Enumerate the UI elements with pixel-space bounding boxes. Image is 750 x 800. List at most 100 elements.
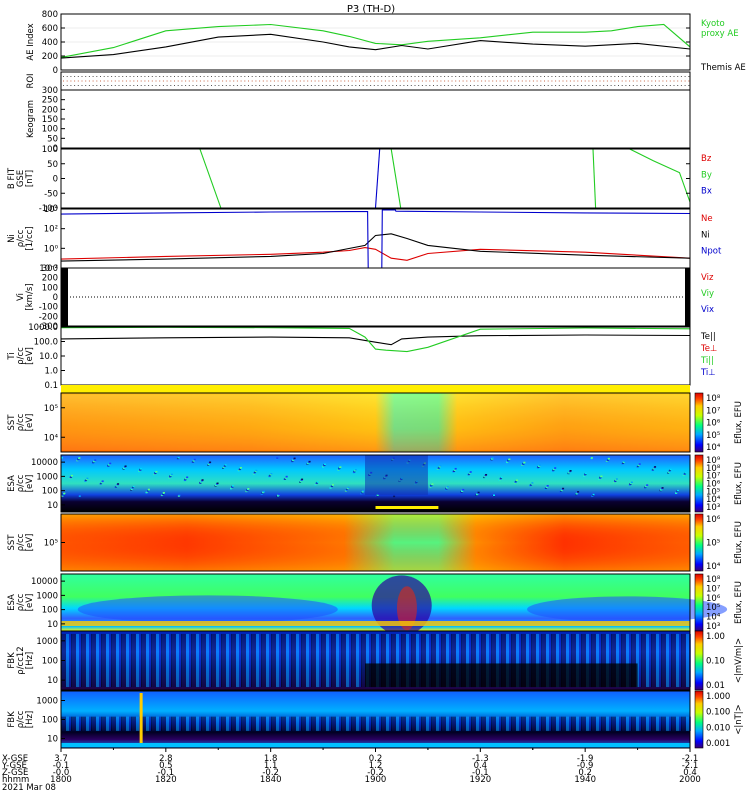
spectrogram-cell — [559, 633, 561, 688]
spectrogram-cell — [596, 633, 599, 688]
spectrogram-cell — [79, 633, 81, 688]
spectrogram-cell — [169, 716, 171, 731]
roi-dot — [573, 85, 575, 86]
spectrogram-cell — [311, 633, 312, 688]
roi-dot — [669, 85, 671, 86]
roi-dot — [458, 80, 460, 82]
spectrogram-cell — [532, 716, 536, 731]
roi-dot — [532, 76, 534, 77]
colorbar-label: <|mV/m|> — [734, 638, 744, 683]
panel-sst_e: 10⁴ 10⁵ SST ρ/cc [eV] — [7, 385, 701, 453]
spectrogram-cell — [476, 716, 479, 731]
spectrogram-cell — [261, 633, 262, 688]
roi-dot — [488, 85, 490, 86]
spectrogram-cell — [496, 633, 499, 688]
series-line-ti — [61, 327, 690, 353]
spectrogram-cell — [302, 716, 306, 731]
roi-dot — [236, 85, 238, 86]
spectrogram-cell — [261, 716, 262, 731]
spectrogram-fill — [396, 586, 417, 631]
spectrogram-cell — [77, 514, 93, 571]
roi-dot — [425, 85, 427, 86]
y-tick-label: -200 — [39, 312, 58, 322]
spectrogram-cell — [601, 633, 602, 688]
spectrogram-cell — [205, 395, 221, 450]
spectrogram-cell — [112, 633, 116, 688]
roi-dot — [529, 76, 531, 77]
series-group — [61, 327, 690, 353]
roi-dot — [329, 80, 331, 82]
roi-dot — [673, 76, 675, 77]
spectrogram-cell — [589, 716, 591, 731]
roi-dot — [481, 85, 483, 86]
spectrogram-cell — [449, 633, 451, 688]
roi-dot — [259, 80, 261, 82]
spectrogram-cell — [531, 633, 532, 688]
roi-dot — [462, 80, 464, 82]
roi-dot — [270, 85, 272, 86]
legend-label: Bz — [701, 154, 712, 164]
spectrogram-cell — [172, 716, 176, 731]
spectrogram-cell — [556, 716, 559, 731]
spectrogram-cell — [573, 395, 589, 450]
roi-dot — [392, 85, 394, 86]
spectrogram-cell — [411, 633, 412, 688]
spectrogram-cell — [631, 716, 632, 731]
roi-dot — [340, 80, 342, 82]
roi-dot — [647, 80, 649, 82]
roi-dot — [499, 76, 501, 77]
roi-dot — [133, 80, 135, 82]
spectrogram-cell — [349, 514, 365, 571]
spectrogram-fill — [61, 621, 690, 626]
roi-dot — [192, 80, 194, 82]
roi-dot — [255, 76, 257, 77]
spectrogram-cell — [486, 716, 489, 731]
spectrogram-cell — [71, 633, 72, 688]
spectrogram-cell — [101, 716, 102, 731]
spectrogram-cell — [397, 395, 413, 450]
spectrogram-cell — [333, 514, 349, 571]
roi-dot — [248, 76, 249, 77]
spectrogram-cell — [212, 633, 216, 688]
spectrogram-cell — [651, 633, 652, 688]
roi-dot — [429, 85, 431, 86]
spectrogram-cell — [79, 716, 81, 731]
roi-dot — [288, 80, 290, 82]
spectrogram-cell — [439, 465, 442, 467]
roi-dot — [88, 76, 90, 77]
spectrogram-fill — [365, 455, 428, 495]
spectrogram-cell — [202, 633, 206, 688]
spectrogram-cell — [236, 716, 239, 731]
spectrogram-cell — [306, 716, 309, 731]
spectrogram-cell — [381, 716, 382, 731]
colorbar-tick-label: 10⁷ — [706, 472, 721, 482]
roi-dot — [299, 80, 301, 82]
spectrogram-cell — [562, 716, 566, 731]
spectrogram-cell — [159, 716, 161, 731]
spectrogram-cell — [332, 633, 336, 688]
roi-dot — [655, 80, 656, 82]
roi-dot — [162, 76, 164, 77]
spectrogram-cell — [515, 479, 518, 481]
roi-dot — [133, 76, 135, 77]
spectrogram-cell — [471, 633, 472, 688]
roi-dot — [303, 85, 305, 86]
spectrogram-cell — [439, 633, 441, 688]
spectrogram-cell — [442, 633, 446, 688]
roi-dot — [562, 80, 564, 82]
spectrogram-cell — [270, 473, 273, 475]
spectrogram-cell — [301, 478, 304, 481]
panel-ti: Te|| Te⊥ Ti|| Ti⊥ 0.1 1.0 10.0 100.0 1000.0 Ti ρ/c… — [7, 323, 717, 391]
y-tick-label: 10 — [47, 620, 58, 630]
roi-dot — [262, 85, 264, 86]
roi-dot — [621, 80, 623, 82]
roi-dot — [655, 85, 656, 86]
spectrogram-cell — [386, 633, 389, 688]
roi-dot — [673, 85, 675, 86]
roi-dot — [214, 80, 216, 82]
roi-dot — [118, 80, 120, 82]
roi-dot — [203, 85, 205, 86]
spectrogram-cell — [654, 466, 657, 468]
spectrogram-cell — [499, 633, 501, 688]
spectrogram-cell — [581, 633, 582, 688]
